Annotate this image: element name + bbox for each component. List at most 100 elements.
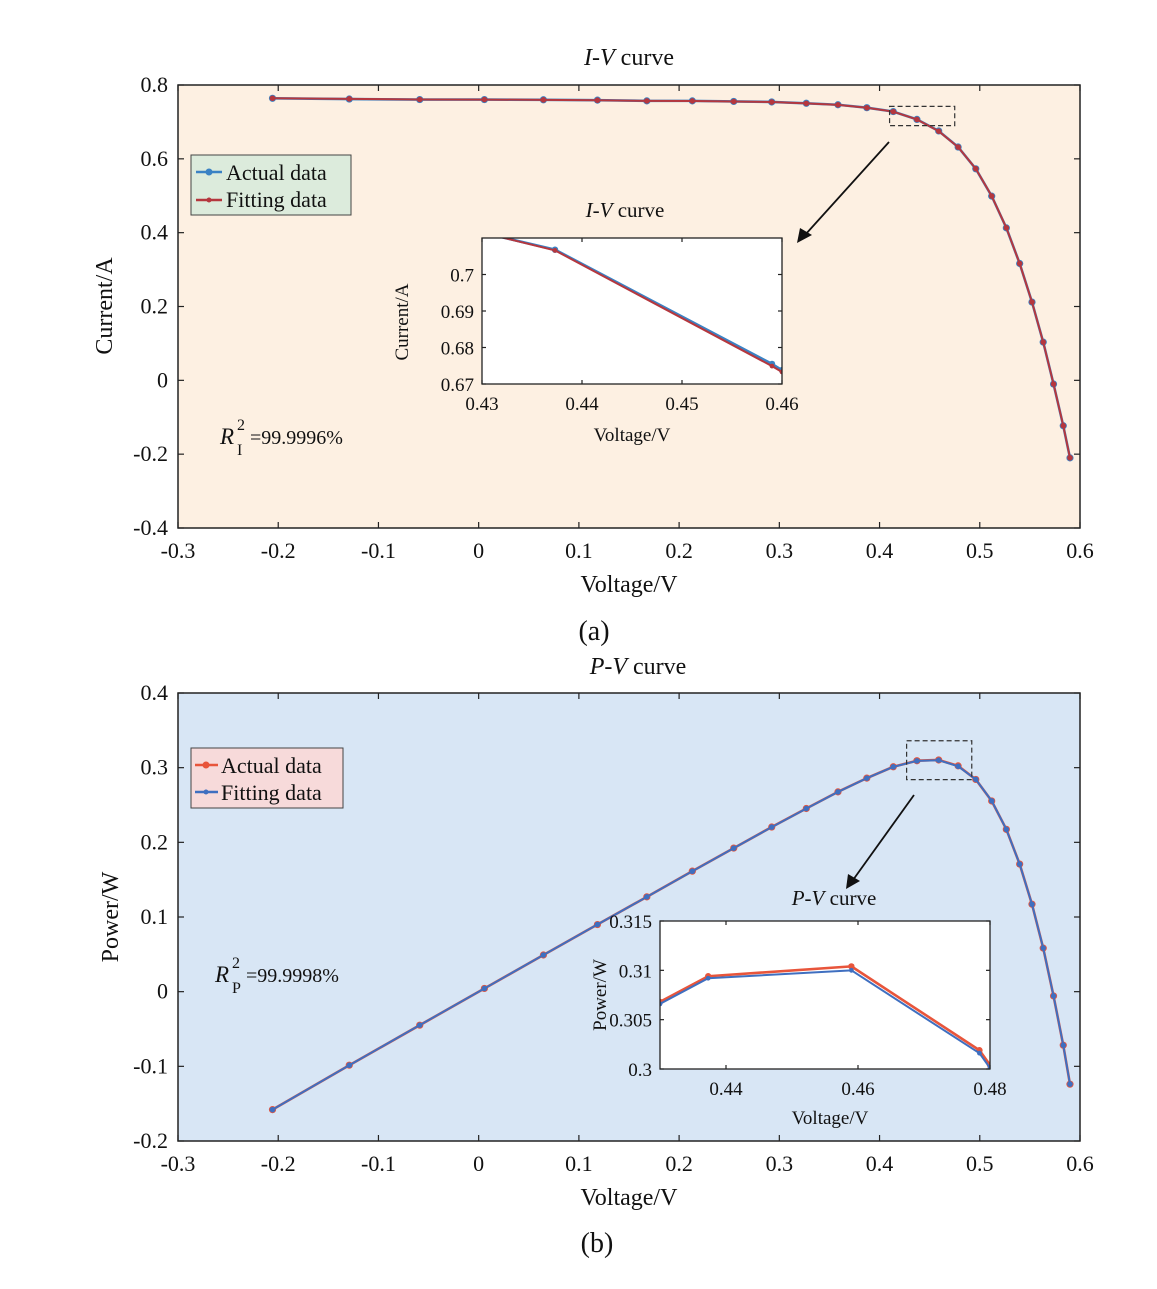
plot-b-xtick-label: 0 — [473, 1151, 484, 1176]
inset-a-title-italic: I-V — [585, 198, 615, 222]
inset-a-axes: 0.43 0.44 0.45 0.46 0.67 0.68 0.69 0.7 — [441, 238, 799, 415]
plot-a-series-fitting-data-point — [768, 99, 775, 105]
plot-b-legend-box — [190, 747, 344, 809]
inset-b-series-fitting-data-point — [977, 1050, 982, 1056]
inset-b-series-fitting-data-point — [705, 975, 711, 981]
plot-b-ytick-label: 0 — [157, 979, 168, 1004]
inset-a-background — [482, 238, 782, 384]
inset-a-series-fitting-data-line — [500, 238, 782, 373]
plot-a-series-fitting-data-point — [1003, 225, 1010, 231]
inset-a-series — [499, 238, 782, 375]
plot-a-zoom-arrowhead — [797, 228, 812, 243]
plot-a-ytick-label: 0.8 — [141, 72, 169, 97]
plot-b-frame — [177, 692, 1081, 1142]
plot-a-series-fitting-data-point — [594, 97, 601, 104]
plot-b-legend: Actual data Fitting data — [190, 747, 344, 809]
inset-b-xlabel: Voltage/V — [792, 1108, 869, 1129]
r2-a-symbol: R — [219, 424, 234, 449]
plot-b-title-italic: P-V — [589, 654, 630, 680]
plot-a-ytick-label: 0.6 — [141, 146, 169, 171]
plot-b-series-fitting-data-point — [988, 798, 995, 804]
r2-b-superscript: 2 — [232, 955, 240, 972]
plot-a-ylabel: Current/A — [92, 257, 118, 355]
plot-a-series-fitting-data-point — [955, 144, 961, 150]
plot-a-series-fitting-data-point — [988, 193, 995, 199]
inset-b-xtick-label: 0.46 — [841, 1079, 874, 1100]
inset-a-xtick-label: 0.44 — [565, 394, 599, 415]
plot-a-series-fitting-data-line — [272, 97, 1071, 458]
legend-b-fitting-label: Fitting data — [221, 780, 322, 805]
plot-a-xtick-label: 0.1 — [565, 538, 593, 563]
r2-a-superscript: 2 — [237, 417, 245, 434]
inset-a-series-fitting-data-point — [552, 248, 558, 253]
plot-b-xtick-label: 0.5 — [966, 1151, 994, 1176]
inset-a-xlabel: Voltage/V — [594, 425, 671, 446]
inset-a-ytick-label: 0.7 — [450, 266, 474, 287]
plot-b-xtick-label: -0.1 — [361, 1151, 396, 1176]
plot-a-xtick-label: 0.2 — [665, 538, 693, 563]
inset-a-frame — [481, 237, 783, 385]
inset-b-ytick-label: 0.31 — [619, 961, 652, 982]
inset-b-series — [660, 963, 990, 1069]
r2-b-subscript: P — [232, 980, 241, 997]
plot-a-xtick-label: 0 — [473, 538, 484, 563]
plot-b-series-fitting-data-point — [955, 763, 961, 770]
plot-b-series-fitting-data-point — [481, 985, 488, 992]
inset-a-title: I-V curve — [585, 198, 665, 222]
legend-b-actual-marker — [202, 761, 210, 769]
plot-a-title: I-V curve — [583, 45, 674, 71]
plot-b-xtick-label: -0.2 — [261, 1151, 296, 1176]
plot-b-ytick-label: 0.2 — [141, 829, 169, 854]
plot-b-axes: -0.3 -0.2 -0.1 0 0.1 0.2 0.3 0.4 0.5 0.6-0.2-0.10… — [133, 680, 1094, 1176]
plot-b-series-fitting-data-point — [914, 758, 920, 764]
plot-b-xtick-label: 0.3 — [766, 1151, 794, 1176]
plot-a-series-fitting-data-point — [914, 116, 920, 123]
plot-a-ytick-label: 0 — [157, 367, 168, 392]
inset-b-frame — [659, 920, 991, 1070]
plot-a-xlabel: Voltage/V — [581, 572, 679, 598]
inset-b-background — [660, 921, 990, 1069]
plot-b-ytick-label: 0.4 — [141, 680, 169, 705]
inset-b-xtick-label: 0.44 — [709, 1079, 743, 1100]
inset-b-series-fitting-data-point — [849, 967, 854, 973]
panel-b: P-V curve -0.3 -0.2 -0.1 0 0.1 0.2 0.3 0.4 0.5 0.… — [98, 654, 1094, 1259]
plot-a-title-rest: curve — [615, 45, 674, 71]
inset-a-ytick-label: 0.69 — [441, 302, 474, 323]
plot-a-series-fitting-data-point — [864, 104, 870, 111]
plot-a-xtick-label: -0.3 — [161, 538, 196, 563]
plot-b-series-fitting-data-point — [1067, 1081, 1073, 1087]
inset-b-series-actual-data-point — [848, 963, 855, 970]
plot-a-ytick-label: -0.2 — [133, 441, 168, 466]
plot-a-title-italic: I-V — [583, 45, 617, 71]
plot-a-series-fitting-data-point — [935, 128, 942, 134]
plot-b-series-fitting-data-point — [1029, 901, 1035, 908]
plot-b-series-fitting-data-point — [346, 1062, 353, 1069]
plot-b-series-fitting-data-point — [1060, 1042, 1067, 1048]
plot-a-series-fitting-data-point — [1040, 339, 1047, 345]
panel-a-caption: (a) — [578, 616, 609, 647]
plot-b-series-fitting-data-point — [416, 1022, 423, 1028]
plot-a-legend-box — [190, 154, 352, 216]
plot-b-series-fitting-data-point — [594, 921, 601, 928]
plot-b-xtick-label: 0.1 — [565, 1151, 593, 1176]
inset-a-ytick-label: 0.68 — [441, 339, 474, 360]
plot-a-series-fitting-data-point — [835, 102, 841, 108]
plot-b-series-fitting-data-point — [1050, 993, 1057, 999]
plot-a-legend: Actual data Fitting data — [190, 154, 352, 216]
plot-b-xlabel: Voltage/V — [581, 1185, 679, 1211]
inset-b-title: P-V curve — [791, 886, 877, 910]
plot-b-series — [268, 756, 1074, 1114]
inset-b-title-rest: curve — [824, 886, 876, 910]
plot-a-series-fitting-data-point — [346, 96, 353, 102]
plot-b-r2-annotation: R 2 P =99.9998% — [214, 955, 339, 997]
legend-a-fitting-marker — [206, 197, 212, 203]
plot-a-frame — [177, 84, 1081, 529]
inset-a-title-rest: curve — [612, 198, 664, 222]
r2-b-symbol: R — [214, 962, 229, 987]
plot-b-series-fitting-data-point — [730, 845, 737, 851]
inset-b-ytick-label: 0.315 — [609, 912, 652, 933]
r2-a-subscript: I — [237, 442, 242, 459]
plot-b-zoom-arrow — [852, 794, 915, 881]
plot-b-series-fitting-data-line — [272, 759, 1071, 1111]
